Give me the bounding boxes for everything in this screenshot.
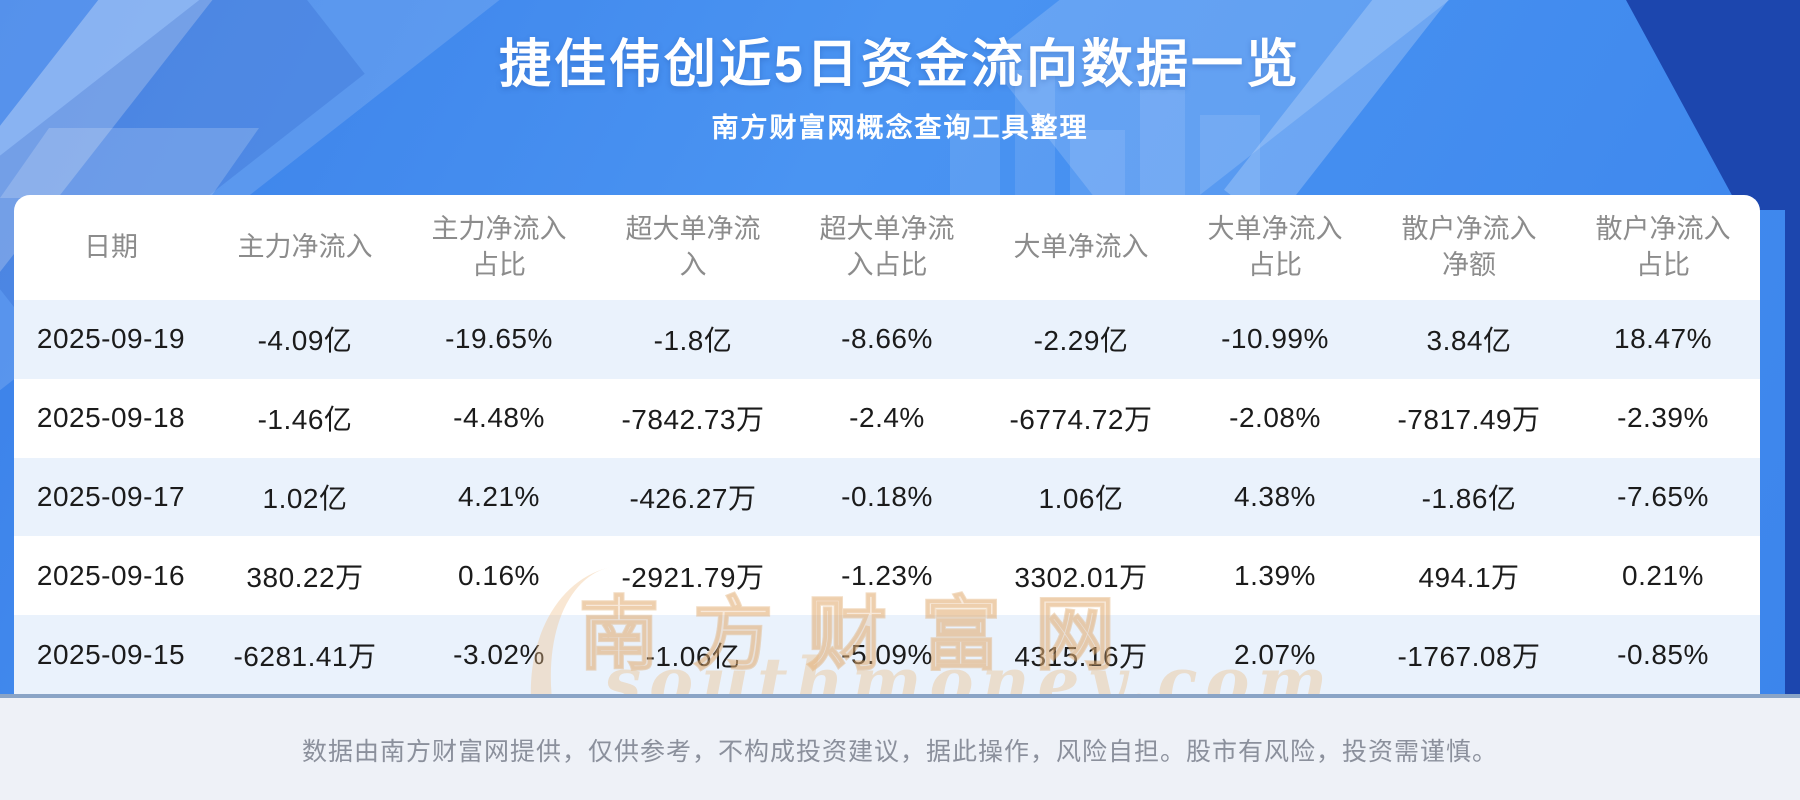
table-cell: -6281.41万 bbox=[233, 640, 377, 672]
table-cell: 18.47% bbox=[1614, 323, 1712, 355]
column-header: 散户净流入净额 bbox=[1372, 212, 1566, 282]
table-cell: 2025-09-18 bbox=[36, 402, 186, 434]
table-cell: -2.08% bbox=[1229, 402, 1321, 434]
table-cell: -7.65% bbox=[1617, 480, 1709, 512]
page-title: 捷佳伟创近5日资金流向数据一览 bbox=[499, 36, 1301, 94]
table-cell: -7817.49万 bbox=[1397, 404, 1541, 436]
column-header-label: 超大单净流入 bbox=[625, 214, 761, 280]
table-cell: -2.29亿 bbox=[1033, 325, 1129, 357]
table-cell: 1.39% bbox=[1234, 559, 1316, 591]
table-cell: 3.84亿 bbox=[1426, 325, 1512, 357]
table-cell: -6774.72万 bbox=[1009, 404, 1153, 436]
bottom-divider bbox=[0, 694, 1800, 698]
column-header: 大单净流入 bbox=[984, 230, 1178, 265]
table-row: 2025-09-17 1.02亿 4.21% -426.27万 -0.18% 1.06亿 4… bbox=[14, 457, 1760, 537]
table-cell: 380.22万 bbox=[246, 561, 364, 593]
table-body: 2025-09-19 -4.09亿 -19.65% -1.8亿 -8.66% -2.29亿… bbox=[14, 300, 1760, 694]
column-header-label: 主力净流入 bbox=[237, 231, 373, 262]
table-cell: -3.02% bbox=[453, 638, 545, 670]
table-cell: 2.07% bbox=[1234, 638, 1316, 670]
decorative-edge-strip bbox=[1785, 0, 1800, 694]
table-cell: -1.8亿 bbox=[653, 325, 733, 357]
table-cell: -0.18% bbox=[841, 480, 933, 512]
column-header-label: 大单净流入占比 bbox=[1207, 214, 1343, 280]
table-cell: 2025-09-17 bbox=[36, 480, 186, 512]
table-cell: -426.27万 bbox=[629, 482, 757, 514]
table-cell: -2.4% bbox=[849, 402, 925, 434]
table-cell: -2921.79万 bbox=[621, 561, 765, 593]
column-header: 日期 bbox=[14, 230, 208, 265]
page-subtitle: 南方财富网概念查询工具整理 bbox=[711, 113, 1089, 143]
table-cell: -0.85% bbox=[1617, 638, 1709, 670]
column-header: 主力净流入 bbox=[208, 230, 402, 265]
table-cell: -4.09亿 bbox=[257, 325, 353, 357]
table-cell: 0.16% bbox=[458, 559, 540, 591]
table-cell: 2025-09-15 bbox=[36, 638, 186, 670]
table-header-row: 日期 主力净流入 主力净流入占比 超大单净流入 超大单净流入占比 大单净流入 大单净流入占比… bbox=[14, 195, 1760, 300]
table-cell: -19.65% bbox=[445, 323, 553, 355]
table-cell: -1.46亿 bbox=[257, 404, 353, 436]
data-table-panel: 日期 主力净流入 主力净流入占比 超大单净流入 超大单净流入占比 大单净流入 大单净流入占比… bbox=[14, 195, 1760, 694]
footer-disclaimer: 数据由南方财富网提供，仅供参考，不构成投资建议，据此操作，风险自担。股市有风险，… bbox=[301, 738, 1498, 766]
table-cell: 1.02亿 bbox=[262, 482, 348, 514]
column-header: 大单净流入占比 bbox=[1178, 212, 1372, 282]
table-cell: -7842.73万 bbox=[621, 404, 765, 436]
table-cell: 4.38% bbox=[1234, 480, 1316, 512]
table-cell: -1767.08万 bbox=[1397, 640, 1541, 672]
column-header: 超大单净流入 bbox=[596, 212, 790, 282]
column-header: 散户净流入占比 bbox=[1566, 212, 1760, 282]
table-cell: 4.21% bbox=[458, 480, 540, 512]
table-cell: 0.21% bbox=[1622, 559, 1704, 591]
table-cell: -1.86亿 bbox=[1421, 482, 1517, 514]
table-cell: 4315.16万 bbox=[1014, 640, 1148, 672]
table-row: 2025-09-15 -6281.41万 -3.02% -1.06亿 -5.09% 431… bbox=[14, 615, 1760, 694]
table-cell: 2025-09-19 bbox=[36, 323, 186, 355]
table-row: 2025-09-16 380.22万 0.16% -2921.79万 -1.23% 330… bbox=[14, 536, 1760, 615]
column-header-label: 散户净流入占比 bbox=[1595, 214, 1731, 280]
column-header-label: 日期 bbox=[84, 231, 138, 262]
table-cell: -5.09% bbox=[841, 638, 933, 670]
table-cell: -1.06亿 bbox=[645, 640, 741, 672]
table-cell: -8.66% bbox=[841, 323, 933, 355]
table-cell: 1.06亿 bbox=[1038, 482, 1124, 514]
table-cell: -2.39% bbox=[1617, 402, 1709, 434]
table-cell: 494.1万 bbox=[1418, 561, 1520, 593]
column-header: 主力净流入占比 bbox=[402, 212, 596, 282]
table-cell: -1.23% bbox=[841, 559, 933, 591]
column-header: 超大单净流入占比 bbox=[790, 212, 984, 282]
column-header-label: 主力净流入占比 bbox=[431, 214, 567, 280]
table-cell: 3302.01万 bbox=[1014, 561, 1148, 593]
table-cell: -10.99% bbox=[1221, 323, 1329, 355]
table-cell: -4.48% bbox=[453, 402, 545, 434]
table-row: 2025-09-18 -1.46亿 -4.48% -7842.73万 -2.4% -677… bbox=[14, 379, 1760, 458]
column-header-label: 大单净流入 bbox=[1013, 231, 1149, 262]
column-header-label: 散户净流入净额 bbox=[1401, 214, 1537, 280]
column-header-label: 超大单净流入占比 bbox=[819, 214, 955, 280]
table-row: 2025-09-19 -4.09亿 -19.65% -1.8亿 -8.66% -2.29亿… bbox=[14, 300, 1760, 379]
table-cell: 2025-09-16 bbox=[36, 559, 186, 591]
decorative-skyline bbox=[950, 70, 1280, 200]
